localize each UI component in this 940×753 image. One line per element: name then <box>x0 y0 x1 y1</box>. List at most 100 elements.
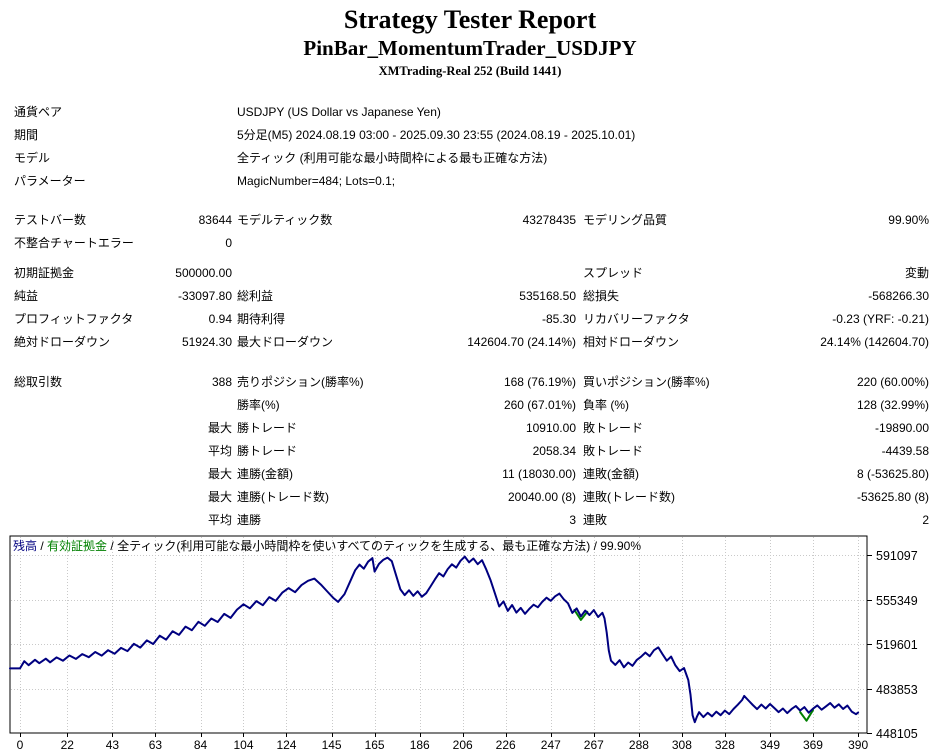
stat-row: 総取引数 388 売りポジション(勝率%) 168 (76.19%) 買いポジション(勝… <box>0 370 940 393</box>
legend-model-label: 全ティック(利用可能な最小時間枠を使いすべてのティックを生成する、最も正確な方法… <box>117 539 641 553</box>
stat-value: -0.23 (YRF: -0.21) <box>832 311 929 326</box>
stat-value: 500000.00 <box>175 265 232 280</box>
legend-equity-label: 有効証拠金 <box>47 539 108 553</box>
stat-label: 期待利得 <box>237 312 286 326</box>
stat-label: 総取引数 <box>14 375 63 389</box>
x-tick-label: 145 <box>322 738 342 752</box>
stat-value: -33097.80 <box>177 288 232 303</box>
section-trades: 総取引数 388 売りポジション(勝率%) 168 (76.19%) 買いポジション(勝… <box>0 370 940 531</box>
stat-label: 初期証拠金 <box>14 266 75 280</box>
stat-label: 絶対ドローダウン <box>14 335 111 349</box>
info-row: モデル 全ティック (利用可能な最小時間枠による最も正確な方法) <box>0 146 940 169</box>
stat-value: 3 <box>569 512 576 527</box>
stat-value: 0.94 <box>208 311 232 326</box>
stat-value: 99.90% <box>888 212 929 227</box>
info-label: 通貨ペア <box>14 105 63 119</box>
x-tick-label: 308 <box>672 738 692 752</box>
stat-value: 2 <box>922 512 929 527</box>
stat-row: プロフィットファクタ 0.94 期待利得 -85.30 リカバリーファクタ -0.23 (… <box>0 307 940 330</box>
stat-value: -4439.58 <box>881 443 929 458</box>
stat-label: 連敗(金額) <box>583 467 639 481</box>
stat-label: 敗トレード <box>583 421 644 435</box>
stat-value: 51924.30 <box>181 334 232 349</box>
x-tick-label: 390 <box>848 738 868 752</box>
info-row: 期間 5分足(M5) 2024.08.19 03:00 - 2025.09.30 … <box>0 123 940 146</box>
stat-value: -568266.30 <box>868 288 929 303</box>
balance-chart-canvas: 0 22 43 63 84 104 124 145 165 186 206 226 247 267 288 3… <box>9 535 918 752</box>
page-title: Strategy Tester Report <box>343 5 597 34</box>
stat-label: モデルティック数 <box>237 213 333 227</box>
x-tick-label: 124 <box>276 738 296 752</box>
equity-line <box>573 608 589 621</box>
stat-value: 0 <box>225 235 232 250</box>
balance-chart: 0 22 43 63 84 104 124 145 165 186 206 226 247 267 288 3… <box>0 535 940 753</box>
stat-row: 絶対ドローダウン 51924.30 最大ドローダウン 142604.70 (24.14… <box>0 330 940 353</box>
x-tick-label: 288 <box>629 738 649 752</box>
stat-value: 535168.50 <box>519 288 576 303</box>
stat-label: 総利益 <box>237 289 274 303</box>
legend-separator: / <box>107 539 118 553</box>
stat-value: 43278435 <box>522 212 576 227</box>
stat-label: 最大ドローダウン <box>237 335 334 349</box>
stat-label: 売りポジション(勝率%) <box>237 375 364 389</box>
stat-value: 388 <box>211 374 232 389</box>
section-settings: 通貨ペア USDJPY (US Dollar vs Japanese Yen) 期間… <box>0 100 940 192</box>
stat-row: 最大 連勝(トレード数) 20040.00 (8) 連敗(トレード数) -53625.8… <box>0 485 940 508</box>
stat-value: -85.30 <box>541 311 576 326</box>
info-value: 全ティック (利用可能な最小時間枠による最も正確な方法) <box>237 151 548 165</box>
stat-label: 勝率(%) <box>237 398 280 412</box>
stat-label: 不整合チャートエラー <box>14 236 134 250</box>
stat-label: プロフィットファクタ <box>14 312 134 326</box>
x-tick-label: 349 <box>760 738 780 752</box>
stat-label: リカバリーファクタ <box>583 312 690 326</box>
stat-row: テストバー数 83644 モデルティック数 43278435 モデリング品質 99.90% <box>0 208 940 231</box>
stats-table: 通貨ペア USDJPY (US Dollar vs Japanese Yen) 期間… <box>0 100 940 531</box>
chart-frame <box>9 535 868 734</box>
stat-row: 平均 勝トレード 2058.34 敗トレード -4439.58 <box>0 439 940 462</box>
x-tick-label: 43 <box>106 738 120 752</box>
stat-value: 最大 <box>207 467 232 481</box>
stat-value: 128 (32.99%) <box>856 397 929 412</box>
stat-label: 相対ドローダウン <box>583 335 680 349</box>
stat-label: 純益 <box>14 289 39 303</box>
stat-value: 11 (18030.00) <box>502 466 576 481</box>
stat-row: 最大 連勝(金額) 11 (18030.00) 連敗(金額) 8 (-53625.80) <box>0 462 940 485</box>
stat-row: 勝率(%) 260 (67.01%) 負率 (%) 128 (32.99%) <box>0 393 940 416</box>
stat-label: 勝トレード <box>237 444 298 458</box>
x-tick-label: 328 <box>715 738 735 752</box>
stat-value: 142604.70 (24.14%) <box>467 334 576 349</box>
expert-name: PinBar_MomentumTrader_USDJPY <box>303 36 637 60</box>
y-tick-label: 519601 <box>876 638 918 652</box>
stat-value: 168 (76.19%) <box>503 374 576 389</box>
x-tick-label: 267 <box>584 738 604 752</box>
x-tick-label: 186 <box>410 738 430 752</box>
stat-row: 初期証拠金 500000.00 スプレッド 変動 <box>0 261 940 284</box>
stat-label: スプレッド <box>583 266 644 280</box>
info-value: MagicNumber=484; Lots=0.1; <box>237 173 396 188</box>
x-tick-label: 226 <box>496 738 516 752</box>
stat-value: 最大 <box>207 490 232 504</box>
section-results: 初期証拠金 500000.00 スプレッド 変動 純益 -33097.80 総利益 53516… <box>0 261 940 353</box>
equity-line <box>799 709 814 722</box>
x-tick-label: 0 <box>17 738 24 752</box>
x-tick-label: 22 <box>61 738 75 752</box>
legend-separator: / <box>37 539 48 553</box>
stat-value: 220 (60.00%) <box>856 374 929 389</box>
x-tick-label: 63 <box>149 738 163 752</box>
info-label: パラメーター <box>14 174 86 188</box>
x-tick-label: 104 <box>233 738 253 752</box>
legend-balance-label: 残高 <box>13 539 38 553</box>
chart-legend: 残高 / 有効証拠金 / 全ティック(利用可能な最小時間枠を使いすべてのティック… <box>13 537 641 554</box>
y-tick-label: 483853 <box>876 683 918 697</box>
stat-label: 勝トレード <box>237 421 298 435</box>
stat-value: 20040.00 (8) <box>507 489 576 504</box>
stat-label: 総損失 <box>583 289 620 303</box>
stat-label: 買いポジション(勝率%) <box>583 375 710 389</box>
info-row: パラメーター MagicNumber=484; Lots=0.1; <box>0 169 940 192</box>
stat-label: 連勝(金額) <box>237 467 293 481</box>
stat-row: 平均 連勝 3 連敗 2 <box>0 508 940 531</box>
stat-value: 平均 <box>207 513 232 527</box>
x-tick-label: 369 <box>803 738 823 752</box>
x-tick-label: 165 <box>365 738 385 752</box>
y-tick-label: 448105 <box>876 727 918 741</box>
